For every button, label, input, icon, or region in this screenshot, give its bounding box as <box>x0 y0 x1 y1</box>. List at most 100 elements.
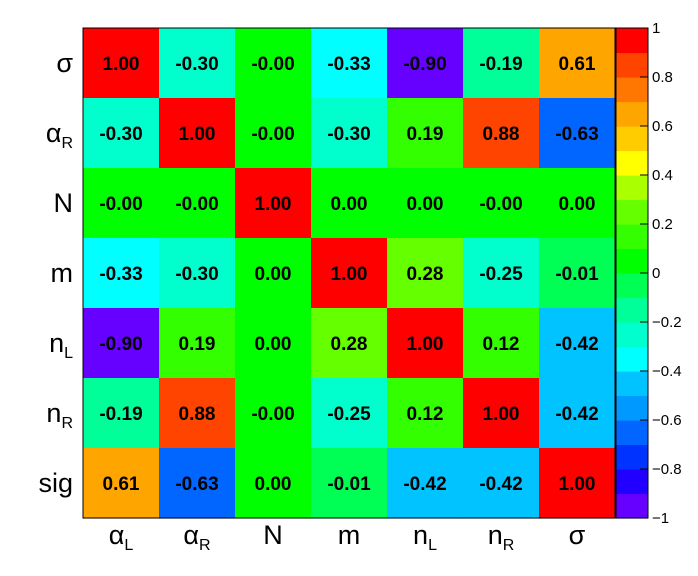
heatmap-cell <box>463 378 540 449</box>
heatmap-cell <box>387 168 464 239</box>
y-axis-label: sig <box>38 468 73 498</box>
y-axis-label-base: α <box>46 118 62 148</box>
cell-value-label: -0.90 <box>403 54 446 75</box>
cell-value-label: -0.00 <box>251 124 294 145</box>
cell-value-label: -0.42 <box>479 474 522 495</box>
x-axis-label-subscript: R <box>199 537 211 554</box>
heatmap-cell <box>235 378 312 449</box>
y-axis-label: m <box>51 258 74 288</box>
colorbar-swatch <box>616 224 648 250</box>
heatmap-cell <box>463 28 540 99</box>
cell-value-label: -0.30 <box>327 124 370 145</box>
heatmap-cell <box>159 98 236 169</box>
cell-value-label: 0.00 <box>255 474 292 495</box>
cell-value-label: -0.25 <box>327 404 371 425</box>
heatmap-cell <box>83 308 160 379</box>
heatmap-cell <box>159 238 236 309</box>
heatmap-cell <box>463 168 540 239</box>
colorbar-tick-label: 0.4 <box>652 167 673 184</box>
y-axis-label-base: sig <box>38 468 73 498</box>
heatmap-cell <box>539 168 616 239</box>
colorbar-swatch <box>616 199 648 225</box>
y-axis-label-subscript: R <box>61 135 73 152</box>
cell-value-label: -0.63 <box>555 124 598 145</box>
cell-value-label: -0.30 <box>175 264 218 285</box>
colorbar-swatch <box>616 469 648 495</box>
heatmap-cell <box>83 98 160 169</box>
colorbar-swatch <box>616 493 648 519</box>
colorbar-swatch <box>616 322 648 348</box>
cell-value-label: -0.63 <box>175 474 218 495</box>
x-axis-label: nR <box>488 520 515 554</box>
x-axis-label-base: N <box>263 520 283 550</box>
heatmap-cell <box>539 28 616 99</box>
heatmap-cell <box>539 308 616 379</box>
x-axis-label-base: n <box>413 520 428 550</box>
heatmap-cell <box>159 308 236 379</box>
y-axis-label-base: m <box>51 258 74 288</box>
cell-value-label: 0.19 <box>407 124 444 145</box>
colorbar-swatch <box>616 273 648 299</box>
x-axis-label-subscript: L <box>124 537 133 554</box>
colorbar-tick-label: 1 <box>652 20 660 37</box>
y-axis-label: σ <box>56 48 73 78</box>
cell-value-label: -0.00 <box>99 194 142 215</box>
x-axis-label-base: n <box>488 520 503 550</box>
heatmap-cell <box>83 378 160 449</box>
cell-value-label: 0.12 <box>407 404 444 425</box>
colorbar-swatch <box>616 52 648 78</box>
heatmap-cell <box>311 238 388 309</box>
heatmap-cell <box>387 448 464 519</box>
cell-value-label: 0.12 <box>483 334 520 355</box>
heatmap-cell-labels: 1.00 -0.30 -0.00 -0.33 -0.90 -0.19 0.61 -0.30 1.… <box>99 54 599 495</box>
cell-value-label: -0.33 <box>99 264 142 285</box>
cell-value-label: 0.28 <box>331 334 368 355</box>
colorbar-swatch <box>616 420 648 446</box>
heatmap-cell <box>83 28 160 99</box>
x-axis-label-base: α <box>109 520 125 550</box>
x-axis-label: αR <box>183 520 210 554</box>
heatmap-cell <box>311 168 388 239</box>
cell-value-label: 0.19 <box>179 334 216 355</box>
heatmap-cell <box>463 448 540 519</box>
colorbar-tick-label: 0.2 <box>652 216 673 233</box>
heatmap-cell <box>235 238 312 309</box>
heatmap-cell <box>463 238 540 309</box>
color-scale-bar: 1 0.8 0.6 0.4 0.2 0 −0.2 −0.4 −0.6 −0.8 −1 <box>615 20 682 527</box>
heatmap-cell <box>387 308 464 379</box>
heatmap-cell <box>387 98 464 169</box>
heatmap-cell <box>463 308 540 379</box>
heatmap-cell <box>83 238 160 309</box>
colorbar-tick-label: −0.8 <box>652 461 682 478</box>
colorbar-swatch <box>616 346 648 372</box>
heatmap-cell <box>311 98 388 169</box>
heatmap-cell <box>539 238 616 309</box>
heatmap-cell <box>539 448 616 519</box>
cell-value-label: 0.61 <box>103 474 140 495</box>
x-axis-label: αL <box>109 520 134 554</box>
colorbar-tick-label: −0.2 <box>652 314 682 331</box>
y-axis-label-subscript: L <box>64 345 73 362</box>
cell-value-label: 0.00 <box>255 334 292 355</box>
cell-value-label: -0.30 <box>99 124 142 145</box>
heatmap-cell <box>235 168 312 239</box>
y-axis-label-base: n <box>49 328 64 358</box>
cell-value-label: 1.00 <box>483 404 520 425</box>
colorbar-swatch <box>616 371 648 397</box>
cell-value-label: 0.00 <box>331 194 368 215</box>
heatmap-cell <box>235 98 312 169</box>
heatmap-cell <box>387 238 464 309</box>
x-axis-label: σ <box>569 520 586 550</box>
colorbar-tick-label: −0.6 <box>652 412 682 429</box>
cell-value-label: 0.88 <box>179 404 216 425</box>
colorbar-swatch <box>616 297 648 323</box>
colorbar-tick-label: 0.6 <box>652 118 673 135</box>
y-axis-label-base: σ <box>56 48 73 78</box>
heatmap-cell <box>159 28 236 99</box>
cell-value-label: -0.25 <box>479 264 523 285</box>
cell-value-label: 1.00 <box>559 474 596 495</box>
y-axis-label-base: n <box>46 398 61 428</box>
